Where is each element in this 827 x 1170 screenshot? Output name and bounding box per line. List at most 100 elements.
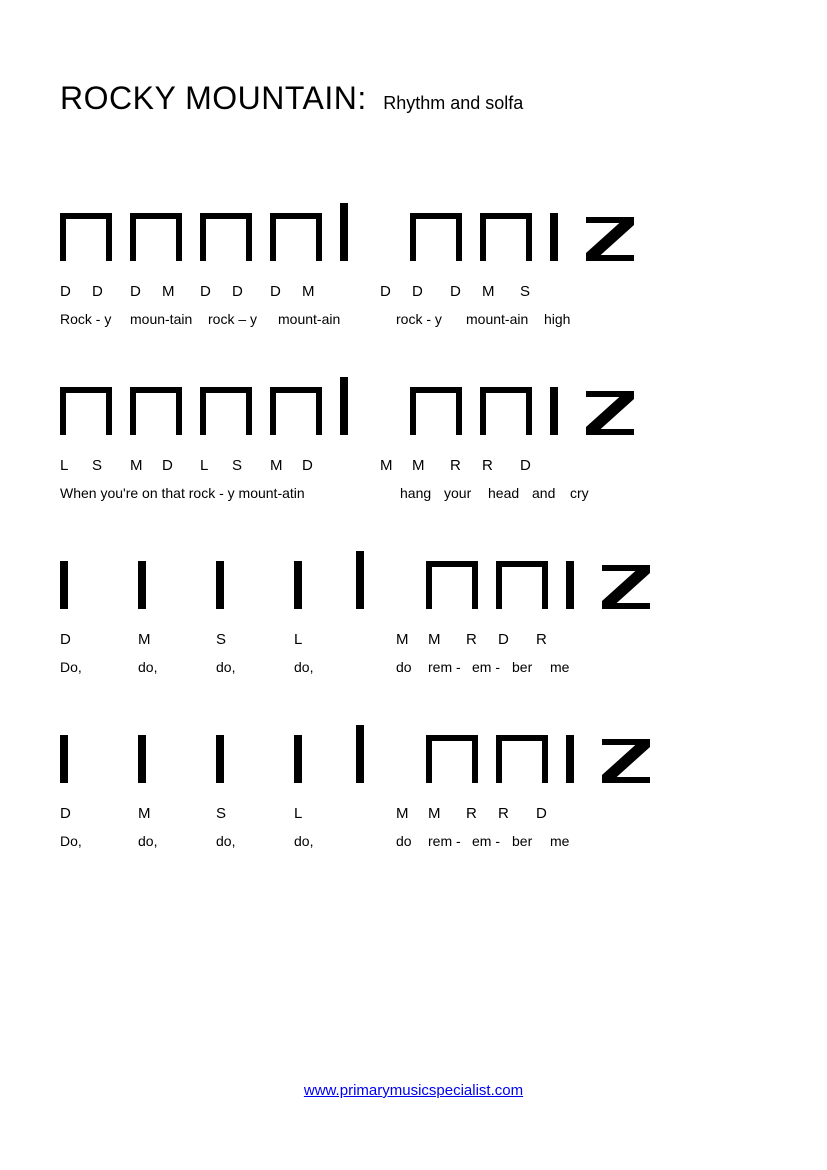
solfa-note: D — [498, 631, 536, 649]
music-line: DMSL MMRRD Do,do,do,do, dorem -em -berme — [60, 729, 767, 851]
rhythm-right — [410, 387, 646, 435]
solfa-note: M — [270, 457, 302, 475]
title-row: ROCKY MOUNTAIN: Rhythm and solfa — [60, 80, 767, 117]
solfa-note: M — [396, 631, 428, 649]
solfa-note: M — [138, 631, 216, 649]
barline-icon — [356, 725, 386, 783]
rhythm-right — [410, 213, 646, 261]
lyric-syllable: Do, — [60, 833, 138, 851]
eighth-pair-icon — [480, 213, 550, 261]
solfa-note: D — [232, 283, 270, 301]
barline-icon — [340, 377, 370, 435]
lyric-syllable: do, — [294, 833, 356, 851]
lyric-syllable: do, — [294, 659, 356, 677]
footer-link[interactable]: www.primarymusicspecialist.com — [304, 1082, 523, 1099]
lyric-syllable: your — [444, 485, 488, 503]
quarter-note-icon — [138, 735, 216, 783]
solfa-note: D — [270, 283, 302, 301]
solfa-note: D — [520, 457, 552, 475]
gap — [356, 805, 396, 823]
solfa-note: L — [60, 457, 92, 475]
solfa-note: M — [428, 805, 466, 823]
solfa-note: D — [162, 457, 200, 475]
solfa-note: R — [498, 805, 536, 823]
lyric-left: When you're on that rock - y mount-atin — [60, 485, 360, 503]
lyric-syllable: me — [550, 833, 582, 851]
gap — [340, 283, 380, 301]
solfa-left: LSMDLSMD — [60, 457, 340, 475]
lyric-syllable: and — [532, 485, 570, 503]
music-line: DDDMDDDM DDDMS Rock - ymoun-tainrock – y… — [60, 207, 767, 329]
solfa-note: M — [482, 283, 520, 301]
solfa-note: L — [200, 457, 232, 475]
solfa-row: DDDMDDDM DDDMS — [60, 283, 767, 301]
rhythm-row — [60, 207, 767, 261]
solfa-note: R — [450, 457, 482, 475]
solfa-note: R — [466, 631, 498, 649]
lyric-syllable: cry — [570, 485, 610, 503]
solfa-note: L — [294, 805, 356, 823]
rhythm-left — [60, 203, 370, 261]
page-subtitle: Rhythm and solfa — [383, 93, 523, 113]
lines-container: DDDMDDDM DDDMS Rock - ymoun-tainrock – y… — [60, 207, 767, 851]
solfa-note: D — [412, 283, 450, 301]
rhythm-row — [60, 729, 767, 783]
rhythm-row — [60, 555, 767, 609]
lyric-right: dorem -em -berme — [396, 659, 582, 677]
eighth-pair-icon — [426, 735, 496, 783]
rhythm-right — [426, 735, 662, 783]
lyric-syllable: Rock - y — [60, 311, 130, 329]
lyric-left: Rock - ymoun-tainrock – ymount-ain — [60, 311, 356, 329]
lyric-syllable: do, — [216, 659, 294, 677]
eighth-pair-icon — [130, 387, 200, 435]
solfa-note: D — [536, 805, 568, 823]
solfa-note: D — [60, 805, 138, 823]
solfa-note: M — [130, 457, 162, 475]
rest-icon — [602, 565, 662, 609]
quarter-note-icon — [566, 561, 602, 609]
footer: www.primarymusicspecialist.com — [0, 1082, 827, 1100]
solfa-note: R — [466, 805, 498, 823]
eighth-pair-icon — [496, 735, 566, 783]
lyric-row: Do,do,do,do, dorem -em -berme — [60, 659, 767, 677]
lyric-right: hangyourheadandcry — [400, 485, 610, 503]
eighth-pair-icon — [200, 387, 270, 435]
lyric-syllable: moun-tain — [130, 311, 208, 329]
solfa-note: M — [380, 457, 412, 475]
solfa-note: S — [92, 457, 130, 475]
solfa-right: DDDMS — [380, 283, 552, 301]
rest-icon — [602, 739, 662, 783]
music-line: LSMDLSMD MMRRD When you're on that rock … — [60, 381, 767, 503]
eighth-pair-icon — [60, 387, 130, 435]
lyric-syllable: rock - y — [396, 311, 466, 329]
solfa-note: D — [380, 283, 412, 301]
lyric-row: Rock - ymoun-tainrock – ymount-ain rock … — [60, 311, 767, 329]
lyric-syllable: em - — [472, 833, 512, 851]
lyric-syllable: do, — [138, 659, 216, 677]
solfa-note: D — [302, 457, 340, 475]
lyric-syllable: hang — [400, 485, 444, 503]
gap — [356, 311, 396, 329]
solfa-note: M — [302, 283, 340, 301]
quarter-note-icon — [566, 735, 602, 783]
solfa-note: M — [428, 631, 466, 649]
quarter-note-icon — [60, 735, 138, 783]
solfa-left: DMSL — [60, 805, 356, 823]
solfa-note: D — [130, 283, 162, 301]
solfa-left: DDDMDDDM — [60, 283, 340, 301]
eighth-pair-icon — [200, 213, 270, 261]
rhythm-left — [60, 377, 370, 435]
quarter-note-icon — [138, 561, 216, 609]
rest-icon — [586, 217, 646, 261]
lyric-right: rock - ymount-ainhigh — [396, 311, 594, 329]
quarter-note-icon — [216, 735, 294, 783]
lyric-syllable: Do, — [60, 659, 138, 677]
worksheet-page: ROCKY MOUNTAIN: Rhythm and solfa — [0, 0, 827, 943]
solfa-note: D — [200, 283, 232, 301]
gap — [340, 457, 380, 475]
lyric-syllable: ber — [512, 833, 550, 851]
quarter-note-icon — [294, 735, 356, 783]
solfa-row: DMSL MMRDR — [60, 631, 767, 649]
eighth-pair-icon — [60, 213, 130, 261]
solfa-note: M — [162, 283, 200, 301]
